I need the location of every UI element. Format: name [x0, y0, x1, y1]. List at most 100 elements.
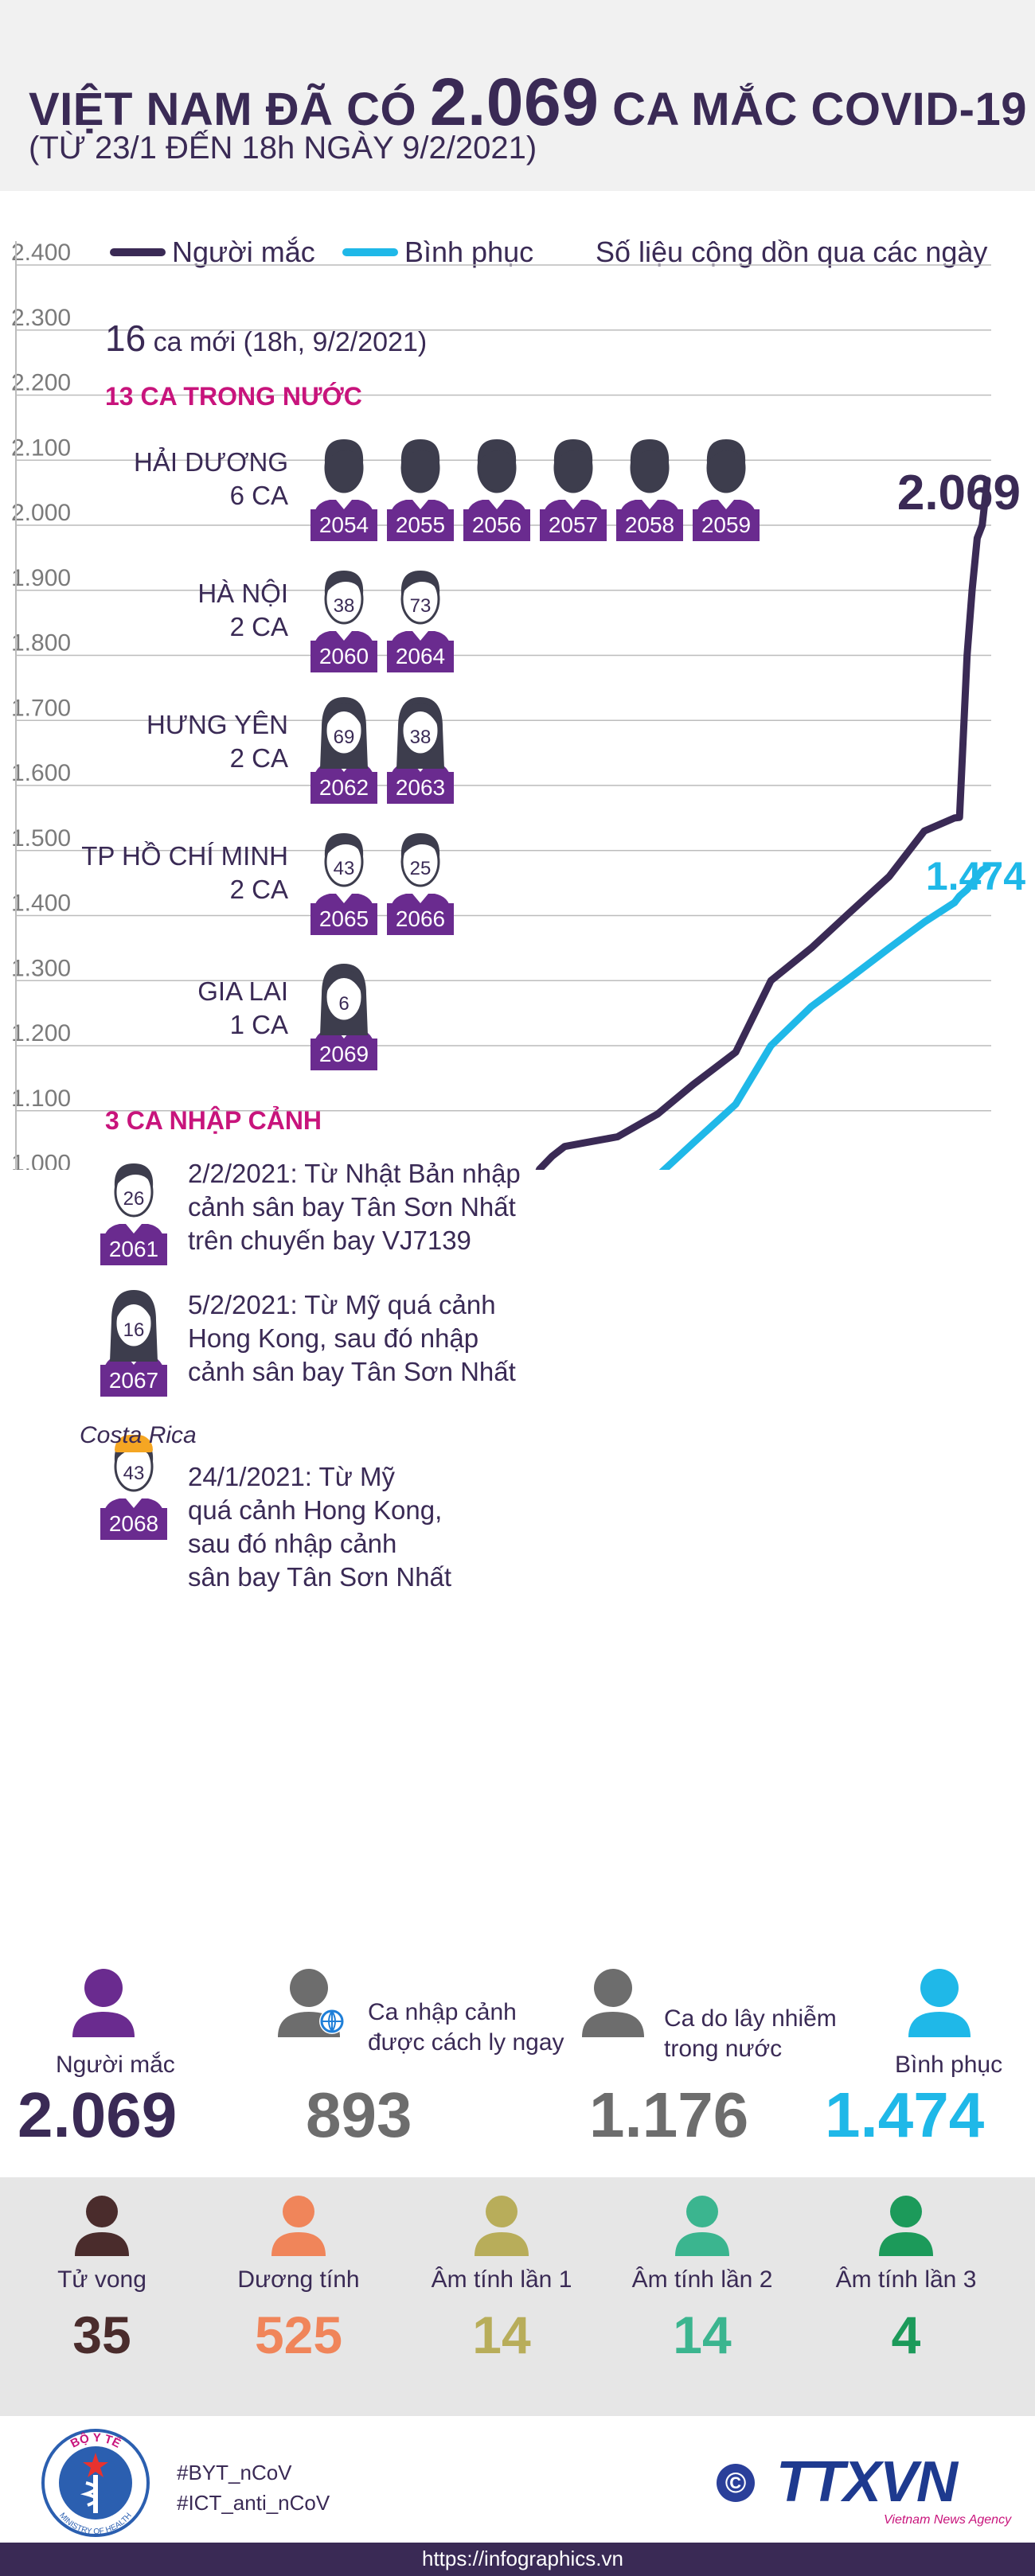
- nationality-label: Costa Rica: [80, 1422, 197, 1448]
- person-purple-icon: [72, 1969, 135, 2037]
- case-person: 2056: [463, 430, 530, 541]
- description-line: trên chuyến bay VJ7139: [188, 1226, 471, 1255]
- description-line: cảnh sân bay Tân Sơn Nhất: [188, 1357, 516, 1386]
- description-line: Hong Kong, sau đó nhập: [188, 1323, 479, 1353]
- imported-person: 43 2068: [100, 1428, 167, 1540]
- case-id: 2066: [387, 903, 454, 935]
- person-age: 16: [123, 1319, 145, 1341]
- new-cases-line: 16 ca mới (18h, 9/2/2021): [105, 317, 427, 360]
- y-tick-label: 1.000: [11, 1151, 71, 1171]
- ministry-logo: BỘ Y TẾ MINISTRY OF HEALTH: [41, 2429, 150, 2537]
- y-tick-label: 2.200: [11, 370, 71, 396]
- legend-note: Số liệu cộng dồn qua các ngày: [596, 236, 988, 268]
- new-cases-text: ca mới (18h, 9/2/2021): [153, 327, 428, 357]
- y-tick-label: 2.100: [11, 435, 71, 461]
- description-line: cảnh sân bay Tân Sơn Nhất: [188, 1192, 516, 1222]
- person-age: 43: [334, 858, 355, 879]
- province-label: TP HỒ CHÍ MINH 2 CA: [18, 840, 288, 906]
- new-cases-count: 16: [105, 318, 146, 359]
- page-title: VIỆT NAM ĐÃ CÓ 2.069 CA MẮC COVID-19: [29, 64, 1028, 139]
- stat-label-domestic: trong nước: [664, 2036, 783, 2062]
- case-id: 2054: [310, 509, 377, 541]
- case-person: 69 2062: [310, 692, 377, 804]
- page-subtitle: (TỪ 23/1 ĐẾN 18h NGÀY 9/2/2021): [29, 131, 537, 166]
- y-tick-label: 1.900: [11, 565, 71, 591]
- footer-url-link[interactable]: https://infographics.vn: [422, 2547, 623, 2570]
- case-person: 2059: [693, 430, 760, 541]
- person-age: 43: [123, 1463, 145, 1484]
- case-id: 2061: [100, 1233, 167, 1265]
- case-id: 2055: [387, 509, 454, 541]
- end-label-recovered: 1.474: [926, 854, 1025, 898]
- case-person: 2055: [387, 430, 454, 541]
- status-value: 14: [673, 2305, 732, 2364]
- status-band: [0, 2177, 1035, 2416]
- y-tick-label: 1.600: [11, 760, 71, 786]
- case-id: 2063: [387, 772, 454, 804]
- status-label: Dương tính: [237, 2266, 360, 2293]
- case-id: 2062: [310, 772, 377, 804]
- legend-infected-swatch: [110, 248, 166, 256]
- status-value: 35: [72, 2305, 131, 2364]
- status-value: 525: [254, 2305, 343, 2364]
- province-label: HƯNG YÊN 2 CA: [18, 708, 288, 775]
- imported-heading: 3 CA NHẬP CẢNH: [105, 1106, 322, 1135]
- case-id: 2057: [540, 509, 607, 541]
- status-label: Tử vong: [57, 2266, 146, 2293]
- imported-person: 26 2061: [100, 1154, 167, 1265]
- person-age: 26: [123, 1188, 145, 1210]
- description-line: 2/2/2021: Từ Nhật Bản nhập: [188, 1159, 521, 1188]
- province-name: HÀ NỘI: [197, 579, 288, 608]
- hashtag-byt: #BYT_nCoV: [177, 2461, 292, 2484]
- case-person: 2054: [310, 430, 377, 541]
- person-globe-icon: [278, 1969, 345, 2037]
- case-id: 2056: [463, 509, 530, 541]
- y-tick-label: 2.000: [11, 500, 71, 526]
- description-line: 5/2/2021: Từ Mỹ quá cảnh: [188, 1290, 496, 1319]
- status-label: Âm tính lần 2: [631, 2266, 773, 2293]
- status-person-icon: [475, 2196, 529, 2256]
- series-line-infected: [535, 477, 991, 1170]
- province-count: 1 CA: [229, 1010, 288, 1039]
- stat-label-imported: Ca nhập cảnh: [368, 1999, 517, 2025]
- case-person: 2057: [540, 430, 607, 541]
- province-count: 6 CA: [229, 481, 288, 510]
- y-tick-label: 1.500: [11, 825, 71, 852]
- legend-recovered-label: Bình phục: [404, 236, 534, 268]
- case-person: 2058: [616, 430, 683, 541]
- cumulative-chart: 1002003004005006007008009001.0001.1001.2…: [11, 240, 1025, 1171]
- footer-url-bar: [0, 2543, 1035, 2576]
- imported-description: 24/1/2021: Từ Mỹ quá cảnh Hong Kong, sau đ…: [188, 1460, 451, 1594]
- province-count: 2 CA: [229, 743, 288, 773]
- province-name: TP HỒ CHÍ MINH: [81, 841, 288, 871]
- case-person: 38 2063: [387, 692, 454, 804]
- case-id: 2060: [310, 641, 377, 672]
- legend-infected-label: Người mắc: [172, 236, 315, 268]
- y-tick-label: 1.100: [11, 1085, 71, 1112]
- description-line: 24/1/2021: Từ Mỹ: [188, 1462, 395, 1491]
- case-id: 2059: [693, 509, 760, 541]
- person-age: 38: [334, 595, 355, 617]
- y-tick-label: 2.400: [11, 240, 71, 266]
- province-name: HẢI DƯƠNG: [134, 447, 288, 477]
- domestic-heading: 13 CA TRONG NƯỚC: [105, 382, 362, 411]
- case-person: 25 2066: [387, 824, 454, 935]
- status-value: 4: [891, 2305, 921, 2364]
- status-label: Âm tính lần 3: [835, 2266, 977, 2293]
- stat-label-infected: Người mắc: [56, 2052, 175, 2078]
- ttxvn-logo-text: TTXVN: [776, 2450, 958, 2514]
- status-person-icon: [75, 2196, 129, 2256]
- y-tick-label: 1.300: [11, 955, 71, 981]
- description-line: sau đó nhập cảnh: [188, 1529, 397, 1558]
- status-person-icon: [879, 2196, 933, 2256]
- copyright-icon: ©: [717, 2464, 755, 2502]
- legend-recovered-swatch: [342, 248, 398, 256]
- person-age: 6: [338, 993, 349, 1015]
- case-id: 2058: [616, 509, 683, 541]
- hashtag-ict: #ICT_anti_nCoV: [177, 2491, 330, 2515]
- y-tick-label: 1.200: [11, 1020, 71, 1046]
- province-count: 2 CA: [229, 612, 288, 641]
- status-person-icon: [271, 2196, 326, 2256]
- stat-label-recovered: Bình phục: [895, 2052, 1003, 2078]
- person-age: 69: [334, 727, 355, 748]
